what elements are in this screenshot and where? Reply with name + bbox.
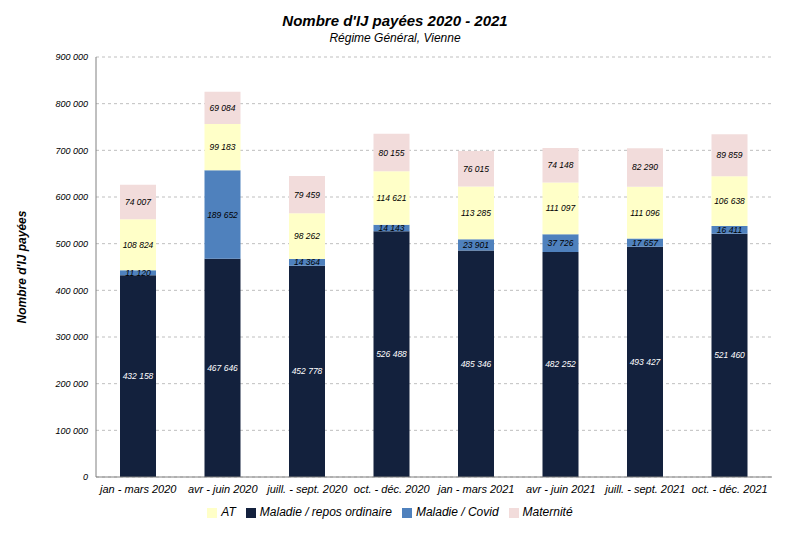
svg-text:100 000: 100 000 [55, 426, 88, 436]
svg-text:69 084: 69 084 [210, 103, 236, 113]
html-text:Régime Général, Vienne: Régime Général, Vienne [329, 31, 461, 45]
svg-text:467 646: 467 646 [207, 363, 238, 373]
svg-text:452 778: 452 778 [292, 366, 323, 376]
svg-text:114 621: 114 621 [376, 193, 406, 203]
svg-text:jan - mars 2021: jan - mars 2021 [436, 483, 514, 495]
svg-text:avr - juin 2021: avr - juin 2021 [526, 483, 596, 495]
svg-text:11 120: 11 120 [125, 268, 151, 278]
svg-text:23 901: 23 901 [462, 240, 489, 250]
svg-text:80 155: 80 155 [379, 148, 405, 158]
svg-text:98 262: 98 262 [294, 231, 320, 241]
svg-text:485 346: 485 346 [461, 359, 492, 369]
svg-text:oct. - déc. 2021: oct. - déc. 2021 [692, 483, 768, 495]
svg-text:800 000: 800 000 [55, 99, 88, 109]
svg-text:600 000: 600 000 [55, 192, 88, 202]
svg-text:111 097: 111 097 [546, 203, 576, 213]
svg-text:14 143: 14 143 [379, 223, 405, 233]
svg-text:avr - juin 2020: avr - juin 2020 [188, 483, 259, 495]
svg-text:0: 0 [83, 472, 88, 482]
svg-text:189 652: 189 652 [207, 210, 238, 220]
svg-text:juill. - sept. 2021: juill. - sept. 2021 [603, 483, 685, 495]
html-text:Maladie / Covid: Maladie / Covid [415, 505, 499, 519]
svg-text:700 000: 700 000 [55, 146, 88, 156]
svg-text:200 000: 200 000 [54, 379, 88, 389]
svg-text:74 007: 74 007 [125, 197, 151, 207]
html-text:Nombre d'IJ payées 2020 - 2021: Nombre d'IJ payées 2020 - 2021 [282, 12, 508, 29]
svg-text:79 459: 79 459 [294, 190, 320, 200]
svg-text:Nombre d'IJ payées: Nombre d'IJ payées [15, 210, 29, 323]
svg-text:74 148: 74 148 [548, 160, 574, 170]
svg-text:oct. - déc. 2020: oct. - déc. 2020 [354, 483, 431, 495]
svg-text:16 411: 16 411 [717, 225, 743, 235]
svg-text:900 000: 900 000 [55, 52, 88, 62]
svg-text:521 460: 521 460 [714, 350, 745, 360]
html-text:Maternité: Maternité [522, 505, 573, 519]
svg-text:89 859: 89 859 [717, 150, 743, 160]
svg-text:jan - mars 2020: jan - mars 2020 [98, 483, 177, 495]
svg-text:500 000: 500 000 [55, 239, 88, 249]
svg-text:493 427: 493 427 [630, 357, 661, 367]
svg-text:106 638: 106 638 [714, 196, 745, 206]
svg-text:108 824: 108 824 [123, 240, 154, 250]
svg-text:111 096: 111 096 [630, 208, 660, 218]
svg-text:17 657: 17 657 [632, 238, 658, 248]
svg-text:76 015: 76 015 [463, 164, 489, 174]
html-text:AT: AT [221, 505, 236, 519]
svg-text:432 158: 432 158 [123, 371, 154, 381]
svg-text:82 290: 82 290 [632, 162, 658, 172]
svg-text:526 488: 526 488 [376, 349, 407, 359]
svg-text:400 000: 400 000 [55, 286, 88, 296]
html-text:Maladie / repos ordinaire: Maladie / repos ordinaire [259, 505, 392, 519]
svg-text:482 252: 482 252 [545, 359, 576, 369]
svg-text:37 726: 37 726 [548, 238, 574, 248]
svg-text:99 183: 99 183 [210, 142, 236, 152]
svg-text:300 000: 300 000 [55, 332, 88, 342]
svg-text:113 285: 113 285 [461, 208, 491, 218]
svg-text:juill. - sept. 2020: juill. - sept. 2020 [265, 483, 348, 495]
svg-text:14 364: 14 364 [294, 257, 320, 267]
